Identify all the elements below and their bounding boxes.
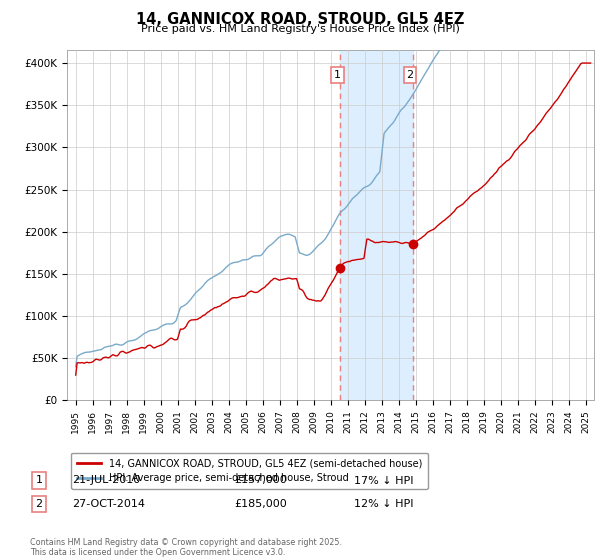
Text: 21-JUL-2010: 21-JUL-2010 <box>72 475 140 486</box>
Text: Contains HM Land Registry data © Crown copyright and database right 2025.
This d: Contains HM Land Registry data © Crown c… <box>30 538 342 557</box>
Text: 2: 2 <box>35 499 43 509</box>
Text: 27-OCT-2014: 27-OCT-2014 <box>72 499 145 509</box>
Text: 1: 1 <box>334 70 341 80</box>
Text: £185,000: £185,000 <box>234 499 287 509</box>
Text: 17% ↓ HPI: 17% ↓ HPI <box>354 475 413 486</box>
Text: 14, GANNICOX ROAD, STROUD, GL5 4EZ: 14, GANNICOX ROAD, STROUD, GL5 4EZ <box>136 12 464 27</box>
Legend: 14, GANNICOX ROAD, STROUD, GL5 4EZ (semi-detached house), HPI: Average price, se: 14, GANNICOX ROAD, STROUD, GL5 4EZ (semi… <box>71 452 428 489</box>
Text: 12% ↓ HPI: 12% ↓ HPI <box>354 499 413 509</box>
Bar <box>340 50 413 400</box>
Text: 2: 2 <box>407 70 413 80</box>
Text: £157,000: £157,000 <box>234 475 287 486</box>
Text: Price paid vs. HM Land Registry's House Price Index (HPI): Price paid vs. HM Land Registry's House … <box>140 24 460 34</box>
Text: 1: 1 <box>35 475 43 486</box>
